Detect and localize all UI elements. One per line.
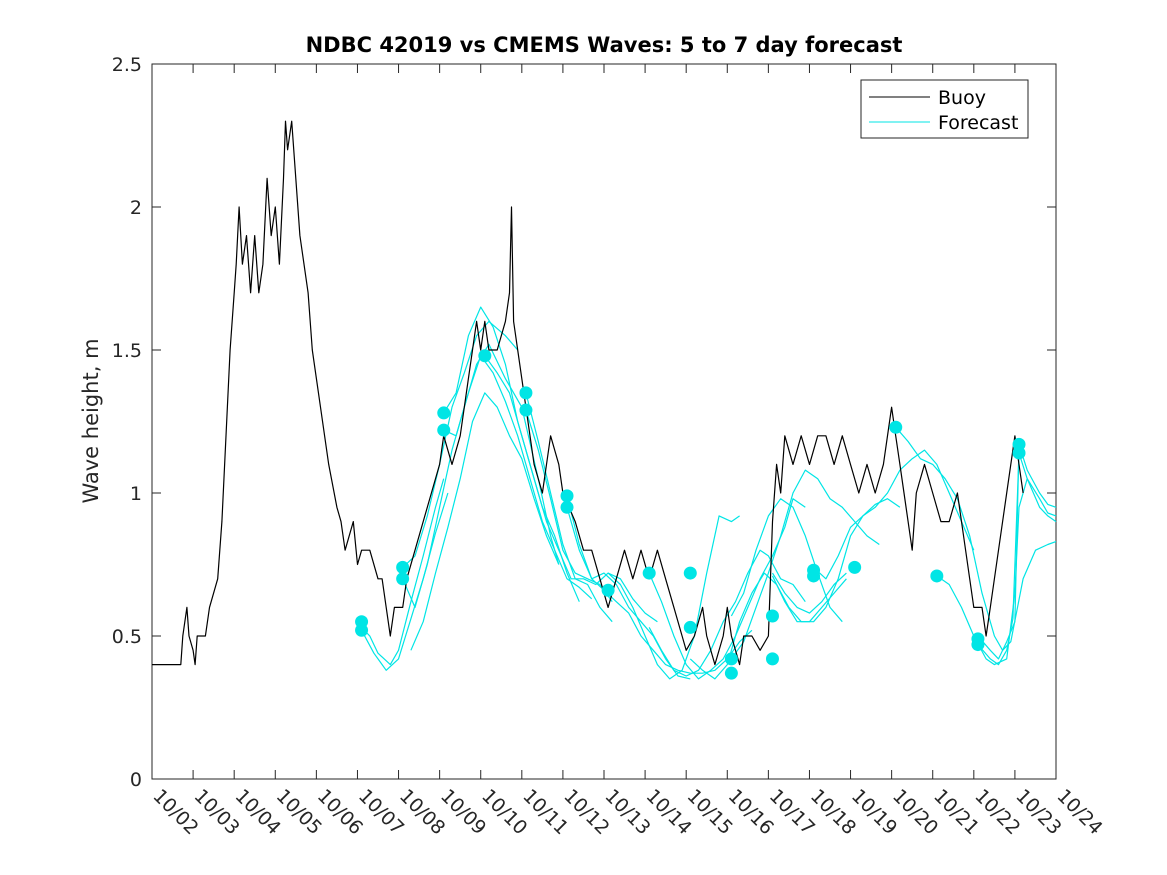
series-line-forecast bbox=[977, 452, 1057, 666]
forecast-marker bbox=[437, 423, 451, 437]
series-line-forecast bbox=[813, 449, 975, 580]
marker-layer bbox=[355, 349, 1026, 680]
forecast-marker bbox=[971, 638, 985, 652]
series-line-forecast bbox=[361, 478, 445, 666]
forecast-marker bbox=[396, 560, 410, 574]
forecast-marker bbox=[683, 566, 697, 580]
legend: Buoy Forecast bbox=[860, 79, 1029, 139]
forecast-marker bbox=[724, 652, 738, 666]
forecast-marker bbox=[683, 620, 697, 634]
y-tick-label: 2 bbox=[130, 197, 142, 219]
forecast-marker bbox=[437, 406, 451, 420]
forecast-marker bbox=[765, 609, 779, 623]
y-tick-label: 2.5 bbox=[112, 54, 142, 76]
y-tick-label: 0.5 bbox=[112, 626, 142, 648]
forecast-marker bbox=[1012, 446, 1026, 460]
forecast-marker bbox=[601, 583, 615, 597]
y-axis-label: Wave height, m bbox=[79, 338, 103, 503]
legend-box bbox=[860, 79, 1029, 139]
series-line-forecast bbox=[443, 355, 593, 600]
series-line-forecast bbox=[443, 306, 580, 602]
legend-label-forecast: Forecast bbox=[938, 112, 1018, 134]
y-tick-label: 1.5 bbox=[112, 340, 142, 362]
series-line-forecast bbox=[410, 392, 560, 651]
forecast-marker bbox=[848, 560, 862, 574]
series-line-forecast bbox=[566, 507, 691, 674]
forecast-marker bbox=[560, 500, 574, 514]
chart-title: NDBC 42019 vs CMEMS Waves: 5 to 7 day fo… bbox=[306, 33, 903, 57]
y-tick-label: 0 bbox=[130, 769, 142, 791]
series-line-forecast bbox=[525, 409, 613, 603]
series-line-forecast bbox=[648, 498, 806, 680]
series-line-forecast bbox=[484, 355, 658, 623]
series-line-forecast bbox=[730, 469, 880, 660]
series-line-forecast bbox=[771, 572, 847, 614]
forecast-marker bbox=[889, 420, 903, 434]
forecast-marker bbox=[807, 569, 821, 583]
forecast-marker bbox=[519, 386, 533, 400]
series-line-forecast bbox=[607, 515, 740, 680]
series-layer bbox=[152, 120, 1057, 680]
forecast-marker bbox=[519, 403, 533, 417]
series-line-forecast bbox=[648, 549, 806, 677]
series-line-forecast bbox=[690, 629, 753, 674]
series-line-forecast bbox=[977, 443, 1057, 660]
forecast-marker bbox=[396, 572, 410, 586]
series-line-forecast bbox=[936, 478, 1057, 666]
series-line-forecast bbox=[361, 492, 449, 671]
series-line-forecast bbox=[895, 426, 1057, 651]
series-line-forecast bbox=[402, 320, 519, 568]
forecast-marker bbox=[765, 652, 779, 666]
plot-frame bbox=[151, 63, 1057, 780]
forecast-marker bbox=[478, 349, 492, 363]
y-axis: 0 0.5 1 1.5 2 2.5 bbox=[112, 54, 1056, 791]
series-line-buoy bbox=[152, 120, 1024, 666]
legend-label-buoy: Buoy bbox=[938, 87, 986, 109]
series-line-forecast bbox=[730, 498, 843, 623]
forecast-marker bbox=[560, 489, 574, 503]
plot-area bbox=[151, 63, 1057, 780]
series-line-forecast bbox=[771, 575, 847, 623]
forecast-marker bbox=[724, 666, 738, 680]
forecast-marker bbox=[355, 623, 369, 637]
forecast-marker bbox=[642, 566, 656, 580]
forecast-marker bbox=[930, 569, 944, 583]
y-tick-label: 1 bbox=[130, 483, 142, 505]
